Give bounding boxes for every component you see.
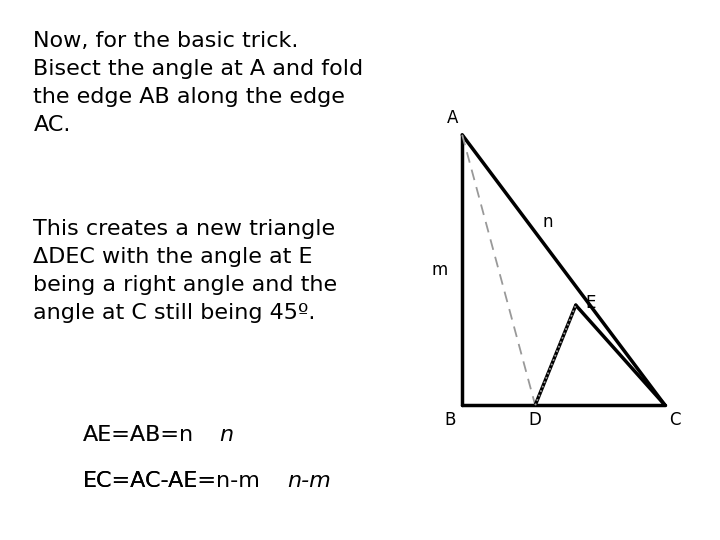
Text: EC=AC-AE=: EC=AC-AE= [83,470,217,490]
Text: B: B [444,411,456,429]
Text: E: E [585,294,596,312]
Text: This creates a new triangle
ΔDEC with the angle at E
being a right angle and the: This creates a new triangle ΔDEC with th… [33,219,338,323]
Text: n: n [220,425,233,445]
Text: AE=AB=: AE=AB= [83,425,180,445]
Text: C: C [669,411,680,429]
Text: n-m: n-m [287,470,331,490]
Text: m: m [431,261,448,279]
Text: AE=AB=n: AE=AB=n [83,425,194,445]
Text: Now, for the basic trick.
Bisect the angle at A and fold
the edge AB along the e: Now, for the basic trick. Bisect the ang… [33,31,364,136]
Text: D: D [528,411,541,429]
Text: A: A [447,110,459,127]
Text: n: n [543,213,554,232]
Text: AE=AB=: AE=AB= [83,425,180,445]
Text: EC=AC-AE=n-m: EC=AC-AE=n-m [83,470,261,490]
